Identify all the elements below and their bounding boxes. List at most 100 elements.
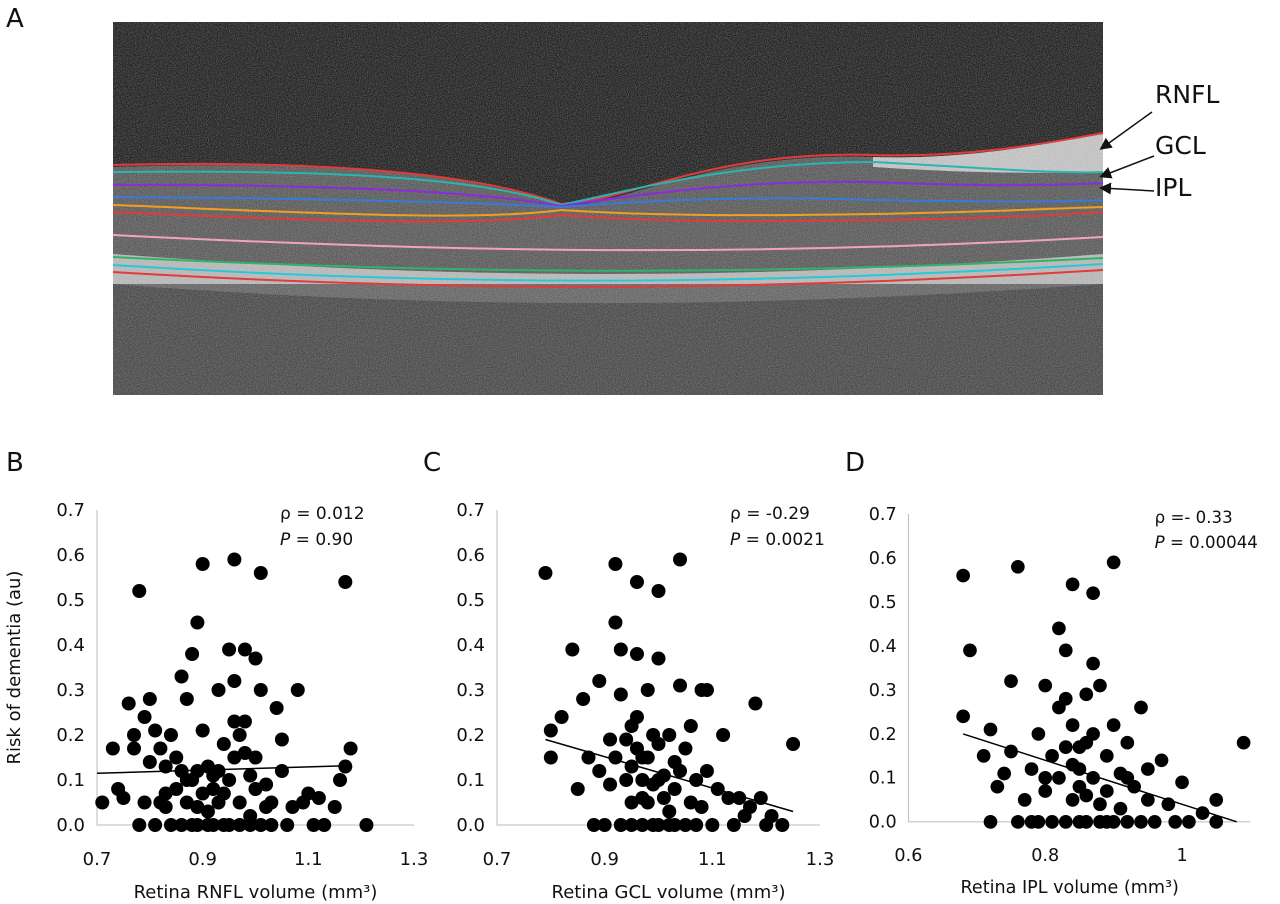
data-point [1120, 735, 1135, 750]
data-point [285, 800, 300, 814]
oct-boundary-gcl-ipl [113, 180, 1103, 208]
oct-speckle [113, 22, 1103, 395]
data-point [126, 741, 141, 756]
trend-line [96, 764, 351, 774]
data-point [1065, 793, 1080, 807]
oct-layer-arrows [1099, 111, 1155, 195]
data-point [976, 749, 991, 763]
data-point [264, 818, 279, 832]
data-point [317, 818, 332, 832]
data-point [570, 782, 585, 796]
gcl-arrow [1099, 155, 1155, 179]
data-point [997, 766, 1012, 781]
data-point [195, 786, 210, 801]
data-point [689, 773, 704, 787]
data-point [311, 791, 326, 805]
stat-p-value: P = 0.90 [280, 530, 353, 550]
scatter-points [956, 555, 1251, 829]
data-point [678, 741, 693, 756]
data-point [592, 674, 607, 688]
data-point [1209, 815, 1224, 829]
x-axis-title: Retina IPL volume (mm³) [960, 878, 1178, 898]
data-point [264, 795, 279, 810]
data-point [673, 552, 688, 567]
stat-p-symbol: P [1155, 533, 1165, 552]
panel-letter-c: C [423, 448, 442, 478]
data-point [148, 723, 163, 738]
data-point [1031, 727, 1046, 741]
data-point [694, 800, 709, 814]
y-tick-label: 0.6 [869, 549, 897, 569]
stat-rho: ρ = 0.012 [280, 504, 365, 524]
data-point [1004, 674, 1018, 688]
data-point [699, 683, 714, 697]
y-tick-label: 0.4 [456, 635, 485, 656]
data-point [592, 764, 607, 778]
trend-line [545, 738, 794, 813]
data-point [343, 741, 358, 756]
data-point [554, 710, 569, 724]
data-point [699, 764, 714, 778]
y-tick-label: 0.0 [869, 813, 897, 833]
panel-letter-b: B [6, 448, 24, 478]
data-point [248, 750, 263, 765]
data-point [148, 818, 163, 832]
data-point [142, 755, 157, 769]
data-point [640, 683, 655, 697]
y-axis-title: Risk of dementia (au) [4, 571, 25, 765]
ipl-arrow [1099, 182, 1155, 195]
y-tick-label: 0.3 [456, 680, 485, 701]
data-point [232, 795, 247, 810]
data-point [174, 818, 189, 832]
data-point [1079, 815, 1094, 829]
data-point [1106, 555, 1121, 570]
data-point [1236, 735, 1251, 750]
data-point [243, 768, 258, 783]
data-point [137, 795, 152, 810]
data-point [743, 800, 758, 814]
chart-b-rnfl-scatter: 0.0 0.1 0.2 0.3 0.4 0.5 0.6 0.7 0.7 0.9 1.1 1.3 ρ = … [4, 500, 428, 903]
y-tick-label: 0.7 [869, 505, 897, 525]
data-point [662, 804, 677, 819]
data-point [1086, 727, 1100, 741]
data-point [243, 818, 258, 832]
data-point [190, 615, 205, 630]
data-point [1011, 559, 1025, 574]
data-point [1058, 815, 1073, 829]
y-tick-label: 0.3 [869, 681, 897, 701]
data-point [586, 818, 601, 832]
scatter-points [538, 552, 801, 832]
data-point [683, 795, 698, 810]
data-point [274, 764, 289, 778]
data-point [651, 651, 666, 666]
oct-boundary-inl-opl [113, 204, 1103, 217]
x-tick-label: 0.8 [1031, 846, 1059, 866]
data-point [619, 732, 634, 747]
data-point [651, 773, 666, 787]
stat-rho: ρ = -0.29 [730, 504, 810, 524]
oct-boundary-opl-onl [113, 211, 1103, 223]
oct-boundary-elm [113, 234, 1103, 252]
stat-p-number: = 0.00044 [1165, 533, 1258, 552]
oct-boundary-bruch [113, 269, 1103, 288]
y-tick-label: 0.0 [456, 815, 485, 836]
y-tick-label: 0.5 [456, 590, 485, 611]
data-point [195, 557, 210, 571]
data-point [1182, 815, 1196, 829]
data-point [1120, 815, 1135, 829]
data-point [248, 651, 263, 666]
data-point [1086, 586, 1100, 601]
data-point [538, 566, 553, 580]
x-tick-label: 1.1 [698, 849, 727, 870]
data-point [581, 750, 596, 765]
data-point [190, 764, 205, 778]
data-point [678, 818, 693, 832]
data-point [158, 800, 173, 814]
data-point [1065, 718, 1080, 732]
y-tick-label: 0.5 [869, 593, 897, 613]
data-point [1017, 793, 1032, 807]
data-point [656, 791, 671, 805]
x-tick-label: 1.3 [806, 849, 835, 870]
data-point [1052, 771, 1066, 785]
data-point [640, 795, 655, 810]
